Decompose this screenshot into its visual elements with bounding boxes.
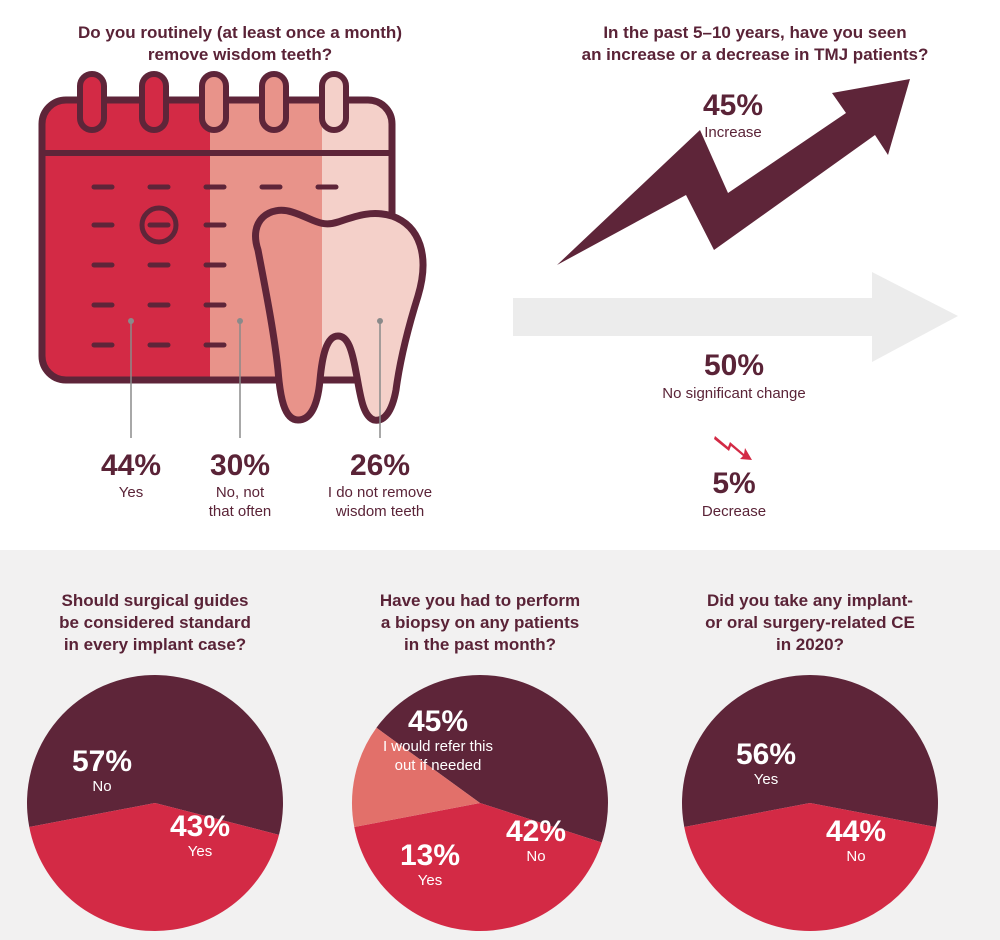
pie-chart-biopsy: 45%I would refer this out if needed 42%No 1… xyxy=(352,675,608,931)
wisdom-pct-no: 30% xyxy=(209,449,271,482)
pie-slice xyxy=(29,803,279,931)
tmj-pct-nochange: 50% xyxy=(703,349,765,382)
pie1-question: Should surgical guides be considered sta… xyxy=(20,590,290,656)
pie-category-label: Yes xyxy=(418,872,442,889)
tmj-label-increase: Increase xyxy=(704,124,762,141)
tmj-pct-decrease: 5% xyxy=(712,467,756,500)
wisdom-question-line: remove wisdom teeth? xyxy=(147,45,333,64)
pie-question-line: or oral surgery-related CE xyxy=(705,613,915,632)
pie-category-label: out if needed xyxy=(395,757,482,774)
wisdom-label-line: No, not xyxy=(215,484,265,501)
no-change-arrow-icon xyxy=(513,272,958,362)
pie-pct-label: 56% xyxy=(736,738,796,771)
pie-chart-ce: 56%Yes 44%No xyxy=(682,675,938,931)
pie-slice xyxy=(354,803,602,931)
pie-pct-label: 42% xyxy=(506,815,566,848)
pie-category-label: No xyxy=(526,848,545,865)
increase-arrow-icon xyxy=(557,79,910,265)
pie-question-line: Did you take any implant- xyxy=(707,591,913,610)
pie-question-line: in the past month? xyxy=(403,635,557,654)
wisdom-question-line: Do you routinely (at least once a month) xyxy=(78,23,402,42)
tmj-question-line: an increase or a decrease in TMJ patient… xyxy=(581,45,929,64)
tooth-icon xyxy=(252,206,427,424)
pie-question-line: a biopsy on any patients xyxy=(380,613,580,632)
pie-category-label: No xyxy=(846,848,865,865)
wisdom-pct-yes: 44% xyxy=(100,449,162,482)
tmj-label-nochange: No significant change xyxy=(662,385,806,402)
wisdom-label-no: No, not that often xyxy=(180,483,300,521)
wisdom-label-yes: Yes xyxy=(71,483,191,502)
calendar-tooth-illustration xyxy=(38,71,427,438)
wisdom-label-line: wisdom teeth xyxy=(335,503,425,520)
pie-slice xyxy=(376,675,608,843)
pie-question-line: in every implant case? xyxy=(63,635,247,654)
tmj-label-decrease: Decrease xyxy=(701,503,767,520)
pie-pct-label: 13% xyxy=(400,839,460,872)
pie-slice xyxy=(352,727,480,827)
pie-question-line: be considered standard xyxy=(59,613,251,632)
pie-question-line: Should surgical guides xyxy=(61,591,249,610)
pie-pct-label: 43% xyxy=(170,810,230,843)
pie-category-label: No xyxy=(92,778,111,795)
tmj-question-line: In the past 5–10 years, have you seen xyxy=(603,23,907,42)
pie-slice xyxy=(684,803,936,931)
pie-category-label: Yes xyxy=(188,843,212,860)
wisdom-label-line: Yes xyxy=(118,484,144,501)
tmj-question: In the past 5–10 years, have you seen an… xyxy=(520,22,990,66)
pie3-question: Did you take any implant- or oral surger… xyxy=(675,590,945,656)
pie-category-label: Yes xyxy=(754,771,778,788)
pie-question-line: Have you had to perform xyxy=(379,591,581,610)
pie-chart-surgical-guides: 57%No 43%Yes xyxy=(26,675,283,931)
decrease-arrow-icon xyxy=(714,436,752,460)
tmj-pct-increase: 45% xyxy=(702,89,764,122)
calendar-segment-yes xyxy=(42,100,210,380)
pie-pct-label: 45% xyxy=(408,705,468,738)
pie-pct-label: 57% xyxy=(72,745,132,778)
pie-slice xyxy=(682,675,938,827)
pie-pct-label: 44% xyxy=(826,815,886,848)
pie-category-label: I would refer this xyxy=(383,738,493,755)
wisdom-label-line: I do not remove xyxy=(327,484,433,501)
pie-question-line: in 2020? xyxy=(775,635,845,654)
wisdom-pct-none: 26% xyxy=(349,449,411,482)
wisdom-label-none: I do not remove wisdom teeth xyxy=(310,483,450,521)
pie2-question: Have you had to perform a biopsy on any … xyxy=(345,590,615,656)
wisdom-label-line: that often xyxy=(208,503,272,520)
pie-slice xyxy=(26,675,283,835)
wisdom-question: Do you routinely (at least once a month)… xyxy=(20,22,460,66)
